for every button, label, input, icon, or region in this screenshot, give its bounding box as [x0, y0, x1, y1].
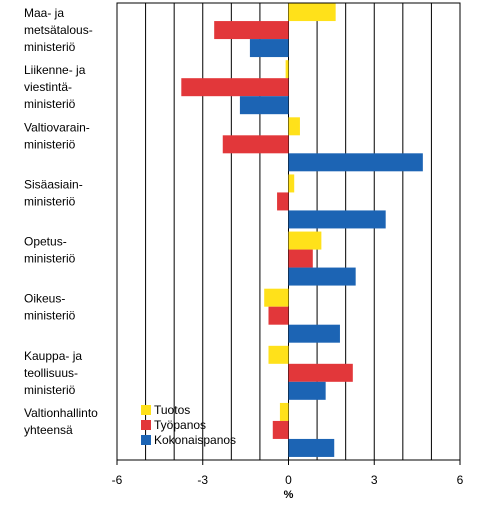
legend-swatch: [141, 420, 151, 430]
bar-tuotos: [288, 231, 322, 250]
category-label: Kauppa- ja: [24, 349, 82, 363]
bar-tuotos: [285, 60, 289, 79]
category-label: Opetus-: [24, 235, 67, 249]
category-label: ministeriö: [24, 309, 76, 323]
category-label: ministeriö: [24, 194, 76, 208]
bar-tyopanos: [181, 78, 289, 97]
x-tick-label: 0: [285, 473, 292, 487]
bar-tyopanos: [288, 363, 353, 382]
category-label: viestintä-: [24, 80, 72, 94]
x-tick-label: -3: [197, 473, 208, 487]
category-label: teollisuus-: [24, 366, 78, 380]
x-tick-label: -6: [112, 473, 123, 487]
bar-tuotos: [279, 402, 289, 421]
bar-kokonaispanos: [288, 324, 340, 343]
x-tick-label: 3: [371, 473, 378, 487]
bar-tyopanos: [222, 135, 289, 154]
bar-kokonaispanos: [288, 267, 356, 286]
bar-kokonaispanos: [288, 153, 423, 172]
category-label: yhteensä: [24, 423, 73, 437]
bar-kokonaispanos: [288, 381, 326, 400]
bar-kokonaispanos: [288, 438, 335, 457]
category-label: ministeriö: [24, 383, 76, 397]
bar-tuotos: [268, 345, 289, 364]
category-label: Maa- ja: [24, 6, 64, 20]
x-tick-label: 6: [457, 473, 464, 487]
bar-tuotos: [288, 174, 295, 193]
bar-tyopanos: [277, 192, 289, 211]
bar-tuotos: [288, 117, 300, 136]
category-label: metsätalous-: [24, 23, 93, 37]
bar-tyopanos: [288, 249, 313, 268]
x-axis: -6 -3 0 3 6: [112, 460, 464, 487]
category-label: ministeriö: [24, 252, 76, 266]
legend-swatch: [141, 405, 151, 415]
category-label: Valtiovarain-: [24, 120, 90, 134]
bar-tyopanos: [272, 420, 289, 439]
category-label: ministeriö: [24, 137, 76, 151]
bar-tuotos: [288, 3, 336, 22]
category-labels: Maa- ja metsätalous-ministeriö Liikenne- j…: [24, 6, 98, 437]
category-label: ministeriö: [24, 97, 76, 111]
legend-label: Työpanos: [154, 418, 206, 432]
bar-tyopanos: [214, 21, 289, 40]
category-label: Sisäasiain-: [24, 177, 83, 191]
bar-group: [181, 3, 423, 457]
bar-kokonaispanos: [239, 96, 289, 115]
category-label: Liikenne- ja: [24, 63, 86, 77]
legend-label: Tuotos: [154, 403, 190, 417]
bar-tyopanos: [268, 306, 289, 325]
category-label: Oikeus-: [24, 292, 65, 306]
x-axis-label: %: [284, 489, 294, 501]
legend-label: Kokonaispanos: [154, 433, 236, 447]
category-label: Valtionhallinto: [24, 406, 98, 420]
bar-kokonaispanos: [249, 39, 289, 58]
category-label: ministeriö: [24, 40, 76, 54]
bar-tuotos: [264, 288, 289, 307]
legend-swatch: [141, 435, 151, 445]
bar-kokonaispanos: [288, 210, 386, 229]
